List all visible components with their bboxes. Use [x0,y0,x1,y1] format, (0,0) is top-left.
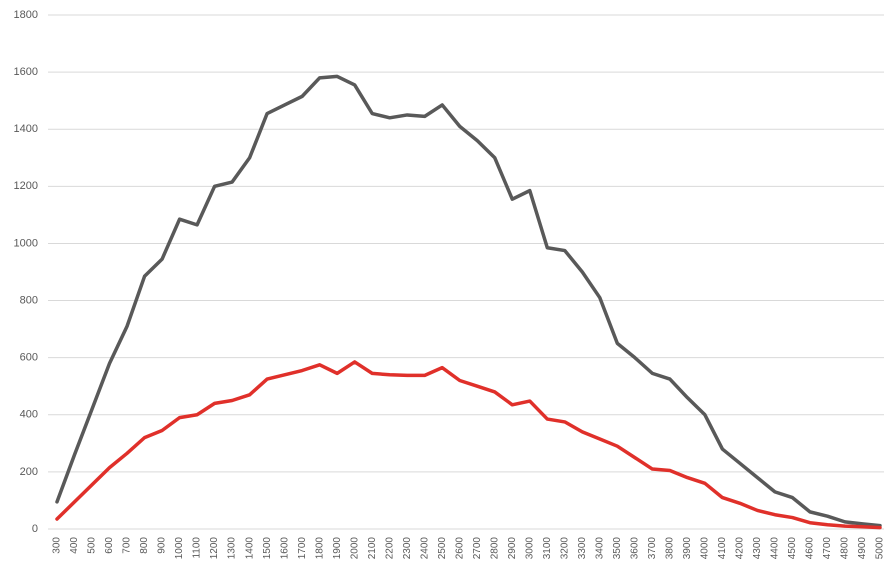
y-tick-label: 0 [32,523,38,535]
x-tick-label: 1200 [209,537,220,560]
x-tick-label: 4400 [770,537,781,560]
x-tick-label: 1900 [332,537,343,560]
x-tick-label: 3900 [682,537,693,560]
x-tick-label: 3500 [612,537,623,560]
y-tick-label: 600 [20,352,38,364]
x-tick-label: 4300 [752,537,763,560]
x-tick-label: 2100 [367,537,378,560]
y-tick-label: 1000 [14,237,38,249]
x-tick-label: 4100 [717,537,728,560]
x-tick-label: 3600 [629,537,640,560]
x-tick-label: 1700 [297,537,308,560]
x-tick-label: 1400 [244,537,255,560]
x-tick-label: 3100 [542,537,553,560]
x-tick-label: 3800 [665,537,676,560]
x-tick-label: 3000 [524,537,535,560]
x-tick-label: 4600 [805,537,816,560]
x-tick-label: 2000 [349,537,360,560]
x-tick-label: 2200 [384,537,395,560]
y-tick-label: 200 [20,466,38,478]
x-tick-label: 1000 [174,537,185,560]
x-tick-label: 3200 [559,537,570,560]
x-tick-label: 4500 [787,537,798,560]
x-tick-label: 3300 [577,537,588,560]
line-series [55,360,882,530]
x-tick-label: 4800 [840,537,851,560]
x-tick-label: 2800 [489,537,500,560]
y-tick-label: 1200 [14,180,38,192]
x-tick-label: 4700 [822,537,833,560]
x-tick-label: 300 [52,537,63,554]
x-tick-label: 3700 [647,537,658,560]
x-tick-label: 2300 [402,537,413,560]
x-tick-label: 400 [69,537,80,554]
line-series [55,74,882,528]
x-tick-label: 1500 [262,537,273,560]
x-tick-label: 4000 [700,537,711,560]
y-tick-label: 800 [20,294,38,306]
x-tick-label: 600 [104,537,115,554]
x-tick-label: 1300 [227,537,238,560]
x-tick-label: 1800 [314,537,325,560]
x-tick-label: 2500 [437,537,448,560]
y-tick-label: 1400 [14,123,38,135]
x-tick-label: 2700 [472,537,483,560]
x-tick-label: 1600 [279,537,290,560]
x-tick-label: 800 [139,537,150,554]
x-tick-label: 500 [87,537,98,554]
x-tick-label: 4200 [735,537,746,560]
x-tick-label: 2600 [454,537,465,560]
x-tick-label: 2900 [507,537,518,560]
y-tick-label: 400 [20,409,38,421]
y-tick-label: 1600 [14,66,38,78]
x-tick-label: 700 [122,537,133,554]
x-tick-label: 4900 [857,537,868,560]
x-tick-label: 5000 [875,537,884,560]
x-tick-label: 3400 [594,537,605,560]
x-tick-label: 2400 [419,537,430,560]
y-tick-label: 1800 [14,9,38,21]
x-tick-label: 900 [157,537,168,554]
x-tick-label: 1100 [192,537,203,559]
